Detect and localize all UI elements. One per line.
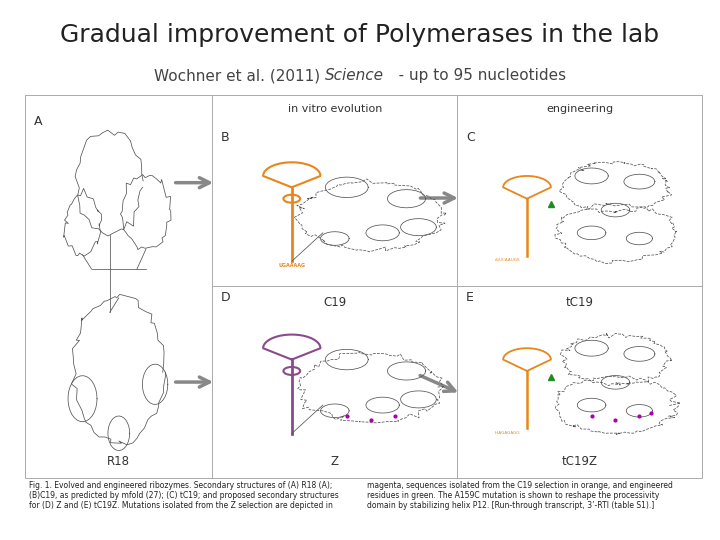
Text: Fig. 1. Evolved and engineered ribozymes. Secondary structures of (A) R18 (A);
(: Fig. 1. Evolved and engineered ribozymes… (29, 481, 338, 510)
Text: Z: Z (330, 455, 339, 468)
Text: tC19: tC19 (566, 296, 593, 309)
Text: in vitro evolution: in vitro evolution (287, 104, 382, 114)
Text: magenta, sequences isolated from the C19 selection in orange, and engineered
res: magenta, sequences isolated from the C19… (367, 481, 673, 510)
Text: R18: R18 (107, 455, 130, 468)
Text: tC19Z: tC19Z (562, 455, 598, 468)
Text: E: E (466, 291, 474, 303)
Text: Science: Science (325, 68, 384, 83)
Text: D: D (221, 291, 230, 303)
Text: UGAAAAG: UGAAAAG (278, 263, 305, 268)
Text: C19: C19 (323, 296, 346, 309)
Text: rGUCAAUGS: rGUCAAUGS (495, 258, 521, 262)
Text: C: C (466, 131, 474, 144)
Text: Gradual improvement of Polymerases in the lab: Gradual improvement of Polymerases in th… (60, 23, 660, 47)
Text: B: B (221, 131, 230, 144)
Text: H-AGAGAGG: H-AGAGAGG (495, 430, 521, 435)
Text: engineering: engineering (546, 104, 613, 114)
Text: A: A (34, 115, 42, 128)
Text: - up to 95 nucleotides: - up to 95 nucleotides (384, 68, 566, 83)
Text: Wochner et al. (2011): Wochner et al. (2011) (154, 68, 325, 83)
